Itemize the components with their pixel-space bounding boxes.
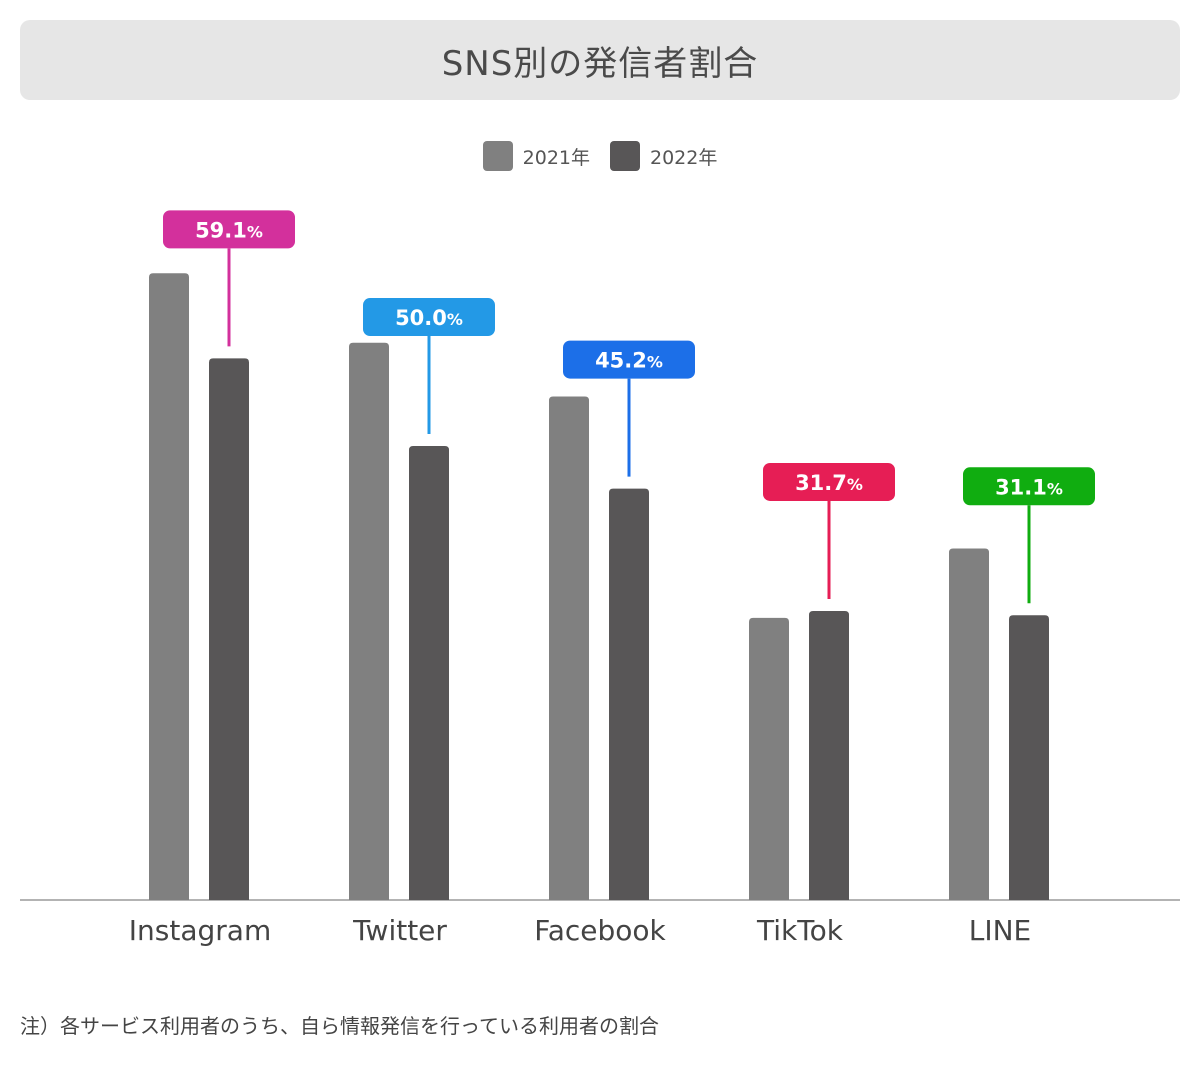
bar-facebook-2022 [609,488,649,900]
legend-label-2021: 2021年 [522,146,590,169]
legend-label-2022: 2022年 [650,146,718,169]
legend-swatch-2022 [610,141,640,171]
callout-box-twitter [363,298,495,337]
callout-label-tiktok: 31.7% [795,471,863,495]
bar-instagram-2021 [149,273,189,901]
tick-label-twitter: Twitter [352,914,447,947]
bar-tiktok-2021 [749,617,789,900]
chart-title: SNS別の発信者割合 [20,20,1180,100]
tick-label-instagram: Instagram [129,914,271,947]
bar-twitter-2021 [349,342,389,900]
footnote: 注）各サービス利用者のうち、自ら情報発信を行っている利用者の割合 [20,1014,659,1038]
bar-line-2021 [949,548,989,900]
legend-item-2022: 2022年 [610,141,717,171]
callout-label-instagram: 59.1% [195,218,263,242]
tick-label-facebook: Facebook [534,914,666,947]
tick-label-line: LINE [969,914,1032,947]
callout-label-twitter: 50.0% [395,306,463,330]
legend: 2021年 2022年 [0,141,1200,171]
bar-twitter-2022 [409,446,449,900]
callout-box-instagram [163,210,295,249]
callout-box-line [963,467,1095,506]
callout-label-facebook: 45.2% [595,349,663,373]
bar-facebook-2021 [549,396,589,900]
legend-item-2021: 2021年 [482,141,590,171]
bar-tiktok-2022 [809,610,849,900]
bar-line-2022 [1009,615,1049,900]
bar-instagram-2022 [209,358,249,900]
callout-label-line: 31.1% [995,475,1063,499]
tick-label-tiktok: TikTok [756,914,844,947]
callout-box-facebook [563,340,695,379]
callout-box-tiktok [763,462,895,501]
legend-swatch-2021 [482,141,513,171]
